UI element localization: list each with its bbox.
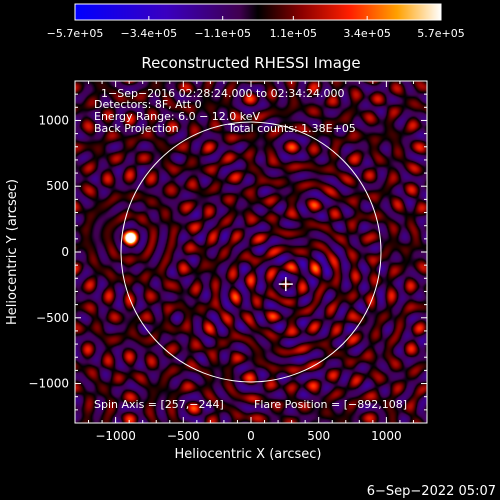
y-tick-label: 1000	[38, 113, 69, 127]
colorbar-tick-label: −3.4e+05	[120, 27, 177, 40]
x-tick-label: −1000	[95, 429, 136, 443]
info-energy-range: Energy Range: 6.0 − 12.0 keV	[94, 110, 261, 123]
info-method: Back Projection	[94, 122, 179, 135]
y-axis-label: Heliocentric Y (arcsec)	[5, 179, 20, 325]
colorbar-tick-label: 1.1e+05	[270, 27, 317, 40]
colorbar	[74, 3, 442, 21]
x-tick-label: −500	[167, 429, 200, 443]
spin-axis-label: Spin Axis = [257,−244]	[94, 398, 224, 411]
colorbar-tick-label: 5.7e+05	[417, 27, 464, 40]
axis-ticks: −1000 −500 0 500 1000 −1000 −500 0 500 1000	[28, 81, 427, 443]
x-axis-label: Heliocentric X (arcsec)	[175, 447, 322, 462]
heatmap-image	[75, 81, 427, 423]
info-time-range: 1−Sep−2016 02:28:24.000 to 02:34:24.000	[101, 87, 344, 100]
y-tick-label: 500	[46, 179, 69, 193]
chart-title: Reconstructed RHESSI Image	[141, 54, 360, 72]
colorbar-tick-label: −5.7e+05	[47, 27, 104, 40]
info-total-counts: Total counts: 1.38E+05	[227, 122, 356, 135]
y-tick-label: −500	[36, 311, 69, 325]
x-tick-label: 0	[247, 429, 255, 443]
y-tick-label: 0	[61, 245, 69, 259]
colorbar-tick-label: −1.1e+05	[194, 27, 251, 40]
colorbar-ticks: −5.7e+05 −3.4e+05 −1.1e+05 1.1e+05 3.4e+05 5.…	[47, 16, 465, 40]
x-tick-label: 1000	[371, 429, 402, 443]
spin-axis-marker	[278, 277, 293, 292]
colorbar-tick-label: 3.4e+05	[343, 27, 390, 40]
flare-position-label: Flare Position = [−892,108]	[254, 398, 407, 411]
solar-limb-circle	[120, 121, 382, 383]
timestamp: 6−Sep−2022 05:07	[367, 484, 496, 499]
info-detectors: Detectors: 8F, Att 0	[94, 98, 202, 111]
x-tick-label: 500	[307, 429, 330, 443]
info-block: 1−Sep−2016 02:28:24.000 to 02:34:24.000 …	[94, 87, 356, 135]
y-tick-label: −1000	[28, 377, 69, 391]
